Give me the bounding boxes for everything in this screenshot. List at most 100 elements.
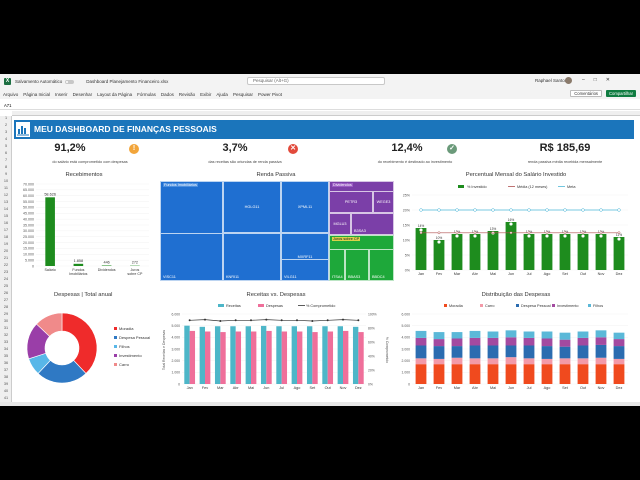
percentual-investido-chart[interactable]: Percentual Mensal do Salário Investido %… bbox=[398, 170, 634, 284]
row-number[interactable]: 29 bbox=[3, 312, 9, 316]
bar bbox=[260, 325, 267, 384]
comments-button[interactable]: Comentários bbox=[570, 90, 603, 97]
despesas-donut-chart[interactable]: Despesas | Total anual Moradia Despesa Pe… bbox=[14, 288, 154, 398]
tab-formulas[interactable]: Fórmulas bbox=[137, 91, 156, 97]
stacked-bar-segment bbox=[433, 358, 445, 365]
data-label: 446 bbox=[103, 260, 109, 264]
row-number[interactable]: 10 bbox=[3, 179, 9, 183]
stacked-bar-segment bbox=[541, 346, 553, 359]
treemap-cell[interactable]: BBAS3 bbox=[345, 249, 369, 281]
name-box[interactable]: A71 bbox=[4, 103, 12, 108]
row-number[interactable]: 9 bbox=[4, 172, 8, 176]
row-number[interactable]: 23 bbox=[3, 270, 9, 274]
treemap-cell[interactable]: XPML11 bbox=[281, 181, 329, 233]
row-number[interactable]: 19 bbox=[3, 242, 9, 246]
treemap-cell[interactable]: KNRI11 bbox=[223, 233, 281, 281]
row-number[interactable]: 40 bbox=[3, 389, 9, 393]
tab-inserir[interactable]: Inserir bbox=[55, 91, 68, 97]
row-number[interactable]: 3 bbox=[4, 130, 8, 134]
formula-bar[interactable]: A71 bbox=[0, 102, 640, 110]
row-number[interactable]: 15 bbox=[3, 214, 9, 218]
row-number[interactable]: 38 bbox=[3, 375, 9, 379]
tab-layout-pagina[interactable]: Layout da Página bbox=[97, 91, 133, 97]
tab-revisao[interactable]: Revisão bbox=[178, 91, 196, 97]
tab-pesquisar[interactable]: Pesquisar bbox=[232, 91, 253, 97]
treemap-cell[interactable]: ITSA4 bbox=[329, 249, 345, 281]
tab-dados[interactable]: Dados bbox=[160, 91, 174, 97]
bar bbox=[595, 234, 607, 270]
row-number[interactable]: 20 bbox=[3, 249, 9, 253]
tab-desenhar[interactable]: Desenhar bbox=[72, 91, 93, 97]
row-number[interactable]: 14 bbox=[3, 207, 9, 211]
row-number[interactable]: 30 bbox=[3, 319, 9, 323]
bar bbox=[577, 234, 589, 270]
autosave-toggle[interactable] bbox=[65, 79, 75, 84]
row-number[interactable]: 7 bbox=[4, 158, 8, 162]
window-controls[interactable]: –□✕ bbox=[582, 77, 619, 83]
row-number[interactable]: 1 bbox=[4, 116, 8, 120]
chart-title: Despesas | Total anual bbox=[54, 292, 113, 298]
y-tick-label: 5.000 bbox=[25, 258, 34, 262]
search-input[interactable]: Pesquisar (Alt+G) bbox=[247, 77, 385, 85]
tab-exibir[interactable]: Exibir bbox=[200, 91, 212, 97]
category-label: Set bbox=[309, 386, 316, 390]
row-number[interactable]: 32 bbox=[3, 333, 9, 337]
row-number[interactable]: 17 bbox=[3, 228, 9, 232]
treemap-cell[interactable]: PETR3 bbox=[329, 191, 373, 213]
tab-pagina-inicial[interactable]: Página Inicial bbox=[23, 91, 51, 97]
tab-ajuda[interactable]: Ajuda bbox=[216, 91, 228, 97]
treemap-cell[interactable]: B3SA3 bbox=[351, 213, 394, 235]
treemap-cell[interactable]: WEGE3 bbox=[373, 191, 394, 213]
row-number[interactable]: 21 bbox=[3, 256, 9, 260]
share-button[interactable]: Compartilhar bbox=[606, 90, 636, 97]
row-number[interactable]: 33 bbox=[3, 340, 9, 344]
row-number[interactable]: 8 bbox=[4, 165, 8, 169]
row-number[interactable]: 6 bbox=[4, 151, 8, 155]
treemap-cell[interactable]: VISC11 bbox=[160, 233, 223, 281]
treemap-cell[interactable]: MGLU3 bbox=[329, 213, 351, 235]
row-number[interactable]: 5 bbox=[4, 144, 8, 148]
stacked-bar-segment bbox=[523, 337, 535, 346]
treemap-cell[interactable]: HGLG11 bbox=[223, 181, 281, 233]
row-number[interactable]: 22 bbox=[3, 263, 9, 267]
row-number[interactable]: 16 bbox=[3, 221, 9, 225]
row-number[interactable]: 39 bbox=[3, 382, 9, 386]
row-number[interactable]: 36 bbox=[3, 361, 9, 365]
treemap-cell[interactable]: BBDC4 bbox=[369, 249, 394, 281]
data-label: 272 bbox=[132, 261, 138, 265]
tab-arquivo[interactable]: Arquivo bbox=[3, 91, 19, 97]
row-number[interactable]: 27 bbox=[3, 298, 9, 302]
row-number[interactable]: 26 bbox=[3, 291, 9, 295]
stacked-bar-segment bbox=[577, 345, 589, 359]
row-number[interactable]: 34 bbox=[3, 347, 9, 351]
row-number[interactable]: 24 bbox=[3, 277, 9, 281]
category-label: Jun bbox=[508, 272, 514, 276]
y2-tick-label: 40% bbox=[368, 354, 375, 358]
row-number[interactable]: 37 bbox=[3, 368, 9, 372]
row-number[interactable]: 28 bbox=[3, 305, 9, 309]
row-number[interactable]: 13 bbox=[3, 200, 9, 204]
y-tick-label: 2.000 bbox=[402, 359, 411, 363]
row-number[interactable]: 41 bbox=[3, 396, 9, 400]
recebimentos-chart[interactable]: Recebimentos 70.000 65.000 60.000 55.000 50.… bbox=[14, 170, 154, 284]
renda-passiva-treemap[interactable]: Renda Passiva Fundos Imobiliários HGLG11 X… bbox=[158, 170, 394, 284]
bar bbox=[541, 234, 553, 270]
bar bbox=[433, 240, 445, 270]
distribuicao-despesas-chart[interactable]: Distribuição das Despesas Moradia Carro De… bbox=[398, 288, 634, 398]
avatar[interactable] bbox=[565, 77, 572, 84]
y-tick-label: 15% bbox=[403, 223, 411, 227]
y-tick-label: 2.000 bbox=[172, 359, 181, 363]
row-number[interactable]: 18 bbox=[3, 235, 9, 239]
row-number[interactable]: 25 bbox=[3, 284, 9, 288]
tab-power-pivot[interactable]: Power Pivot bbox=[257, 91, 282, 97]
row-number[interactable]: 35 bbox=[3, 354, 9, 358]
row-number[interactable]: 11 bbox=[4, 186, 8, 190]
line-marker bbox=[311, 320, 314, 322]
row-number[interactable]: 12 bbox=[3, 193, 9, 197]
row-number[interactable]: 2 bbox=[4, 123, 8, 127]
receitas-despesas-chart[interactable]: Receitas vs. Despesas Receitas Despesas % … bbox=[158, 288, 394, 398]
row-number[interactable]: 4 bbox=[4, 137, 8, 141]
file-name[interactable]: Dashboard Planejamento Financeiro.xlsx bbox=[86, 79, 169, 84]
row-number[interactable]: 31 bbox=[3, 326, 9, 330]
treemap-cell[interactable]: VILG11 bbox=[281, 259, 329, 281]
